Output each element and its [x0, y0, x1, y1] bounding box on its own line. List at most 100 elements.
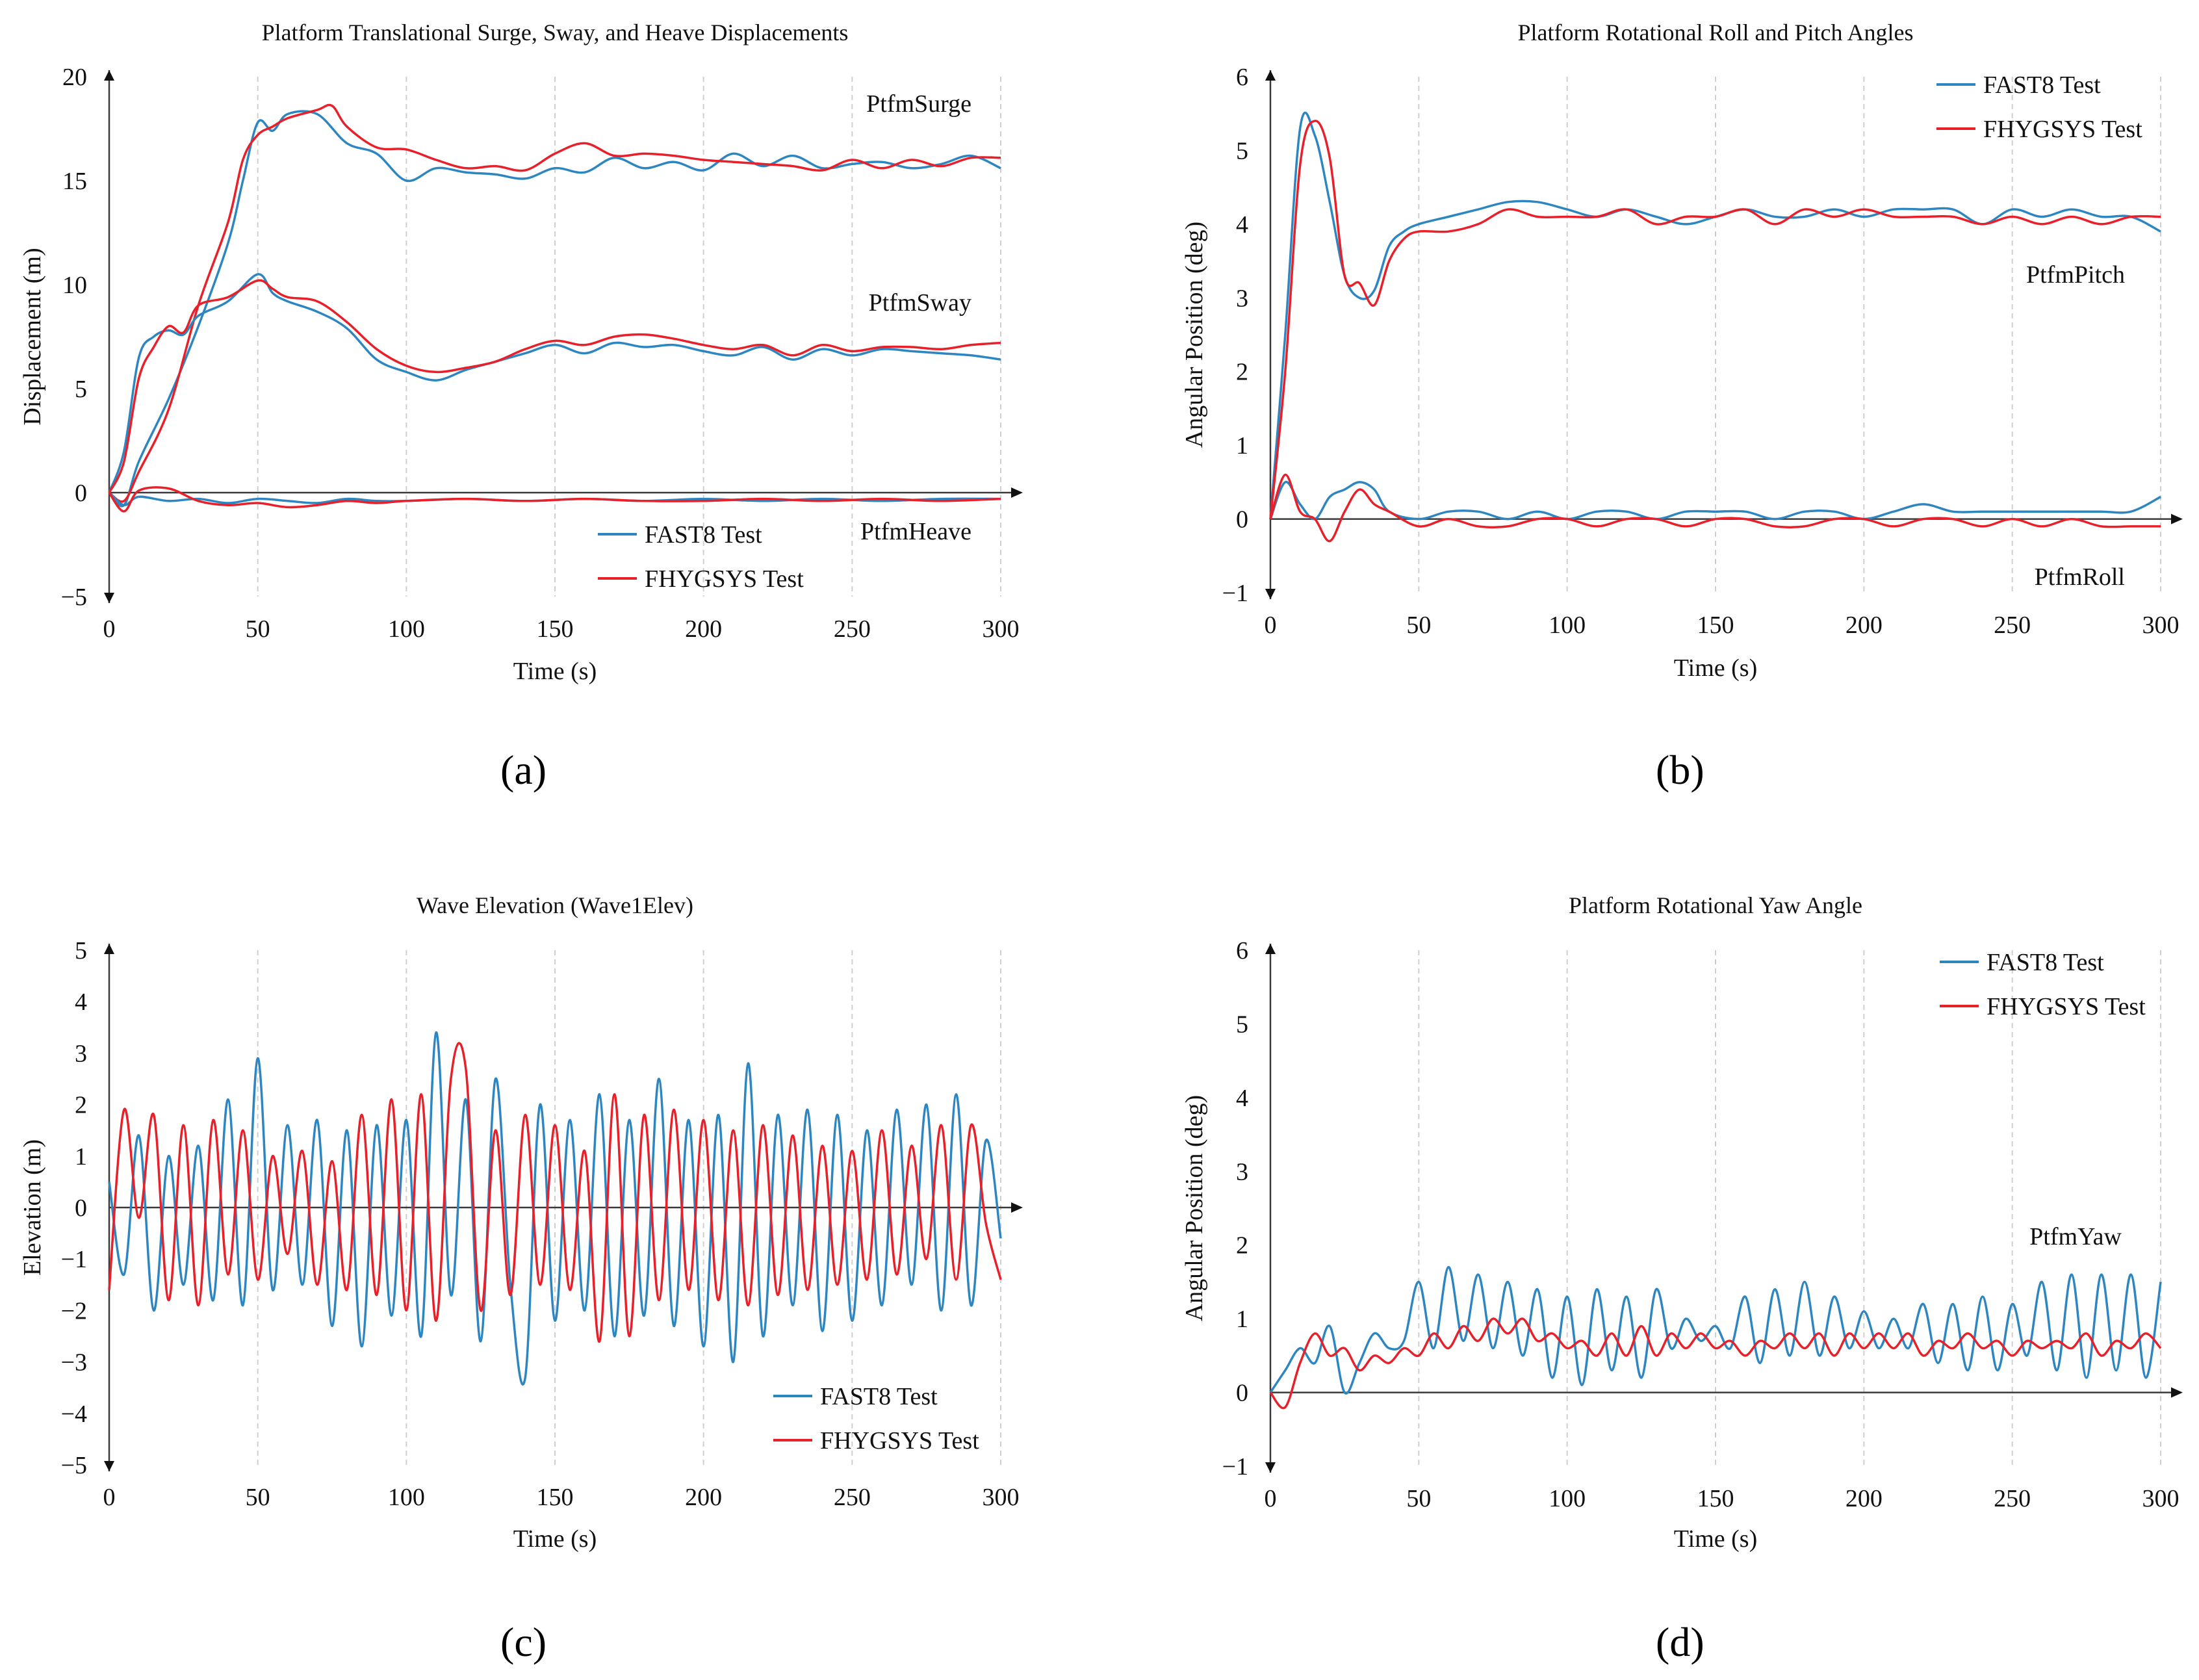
- panel-label-c: (c): [500, 1619, 547, 1665]
- y-tick-label: −1: [1222, 580, 1248, 607]
- panel-label-a: (a): [500, 747, 547, 793]
- y-axis-label: Displacement (m): [19, 248, 46, 425]
- y-tick-label: 2: [1236, 359, 1248, 386]
- x-tick-label: 0: [103, 615, 116, 643]
- y-axis-arrow-bottom: [104, 593, 114, 603]
- x-tick-label: 200: [1845, 612, 1883, 639]
- legend-label: FAST8 Test: [645, 521, 762, 549]
- x-tick-label: 250: [834, 1484, 871, 1511]
- y-tick-label: 4: [75, 989, 87, 1016]
- y-tick-label: 2: [1236, 1232, 1248, 1260]
- y-tick-label: −4: [61, 1401, 87, 1428]
- y-axis-label: Elevation (m): [19, 1139, 46, 1276]
- y-tick-label: 0: [75, 480, 87, 507]
- x-tick-label: 200: [685, 615, 722, 643]
- y-tick-label: 5: [1236, 1011, 1248, 1038]
- chart-title: Platform Rotational Yaw Angle: [1569, 892, 1862, 918]
- x-axis-label: Time (s): [513, 658, 597, 685]
- legend-label: FAST8 Test: [1987, 949, 2104, 976]
- y-tick-label: 1: [75, 1143, 87, 1170]
- annotation-label: PtfmPitch: [2026, 261, 2125, 289]
- legend-label: FHYGSYS Test: [820, 1427, 979, 1454]
- y-tick-label: 3: [1236, 1158, 1248, 1185]
- annotation-label: PtfmYaw: [2029, 1223, 2122, 1250]
- panel-label-b: (b): [1656, 747, 1704, 793]
- y-tick-label: 0: [1236, 1380, 1248, 1407]
- y-axis-arrow-bottom: [1265, 589, 1276, 599]
- y-tick-label: 20: [62, 64, 87, 91]
- y-tick-label: 1: [1236, 1306, 1248, 1333]
- x-tick-label: 300: [983, 1484, 1020, 1511]
- x-tick-label: 50: [1406, 612, 1431, 639]
- series-line-ptfmsurge-fhygsys: [108, 103, 1001, 503]
- y-tick-label: 0: [75, 1195, 87, 1222]
- y-tick-label: 10: [62, 272, 87, 299]
- y-axis-arrow-top: [1265, 70, 1276, 81]
- chart-title: Platform Rotational Roll and Pitch Angle…: [1518, 19, 1914, 45]
- x-tick-label: 250: [1994, 612, 2031, 639]
- y-tick-label: 2: [75, 1092, 87, 1119]
- x-tick-label: 100: [1549, 612, 1586, 639]
- chart-title: Platform Translational Surge, Sway, and …: [262, 19, 849, 45]
- annotation-label: PtfmRoll: [2035, 563, 2125, 591]
- x-tick-label: 150: [537, 1484, 574, 1511]
- y-tick-label: 5: [75, 937, 87, 964]
- y-axis-label: Angular Position (deg): [1181, 1095, 1208, 1321]
- y-tick-label: 0: [1236, 506, 1248, 534]
- x-tick-label: 300: [2142, 1485, 2180, 1512]
- x-tick-label: 200: [1845, 1485, 1883, 1512]
- x-axis-arrow: [2171, 1387, 2183, 1398]
- legend: FAST8 Test FHYGSYS Test: [773, 1383, 979, 1454]
- x-axis-label: Time (s): [513, 1525, 597, 1553]
- series-line-ptfmpitch-fhygsys: [1269, 120, 2161, 519]
- y-tick-label: 5: [1236, 137, 1248, 164]
- x-axis-arrow: [1011, 1202, 1023, 1213]
- x-axis-label: Time (s): [1674, 1525, 1757, 1553]
- legend-label: FHYGSYS Test: [1987, 993, 2146, 1020]
- y-tick-label: 4: [1236, 1085, 1248, 1112]
- y-tick-label: 15: [62, 168, 87, 195]
- y-tick-label: −5: [61, 584, 87, 611]
- y-axis-arrow-bottom: [1265, 1462, 1276, 1473]
- x-tick-label: 150: [1697, 612, 1734, 639]
- chart-title: Wave Elevation (Wave1Elev): [417, 892, 693, 918]
- y-axis-arrow-top: [104, 70, 114, 81]
- x-tick-label: 300: [2142, 612, 2180, 639]
- x-tick-label: 100: [388, 615, 425, 643]
- panel-label-d: (d): [1656, 1619, 1704, 1665]
- y-tick-label: 1: [1236, 432, 1248, 459]
- x-tick-label: 250: [834, 615, 871, 643]
- x-tick-label: 0: [103, 1484, 116, 1511]
- x-tick-label: 200: [685, 1484, 722, 1511]
- y-tick-label: −3: [61, 1349, 87, 1376]
- x-tick-label: 100: [1549, 1485, 1586, 1512]
- series-line-fhygsys: [108, 1042, 1002, 1343]
- legend-label: FAST8 Test: [1983, 71, 2101, 99]
- x-tick-label: 150: [537, 615, 574, 643]
- series-line-ptfmheave-fhygsys: [108, 486, 1001, 513]
- y-tick-label: −1: [1222, 1453, 1248, 1480]
- x-axis-arrow: [2171, 513, 2183, 524]
- series-line-fast8: [108, 1031, 1002, 1386]
- x-tick-label: 50: [246, 615, 270, 643]
- x-tick-label: 0: [1265, 1485, 1277, 1512]
- legend: FAST8 Test FHYGSYS Test: [1936, 71, 2142, 143]
- chart-panel-c: Wave Elevation (Wave1Elev)0 50 100 150 200 25…: [19, 892, 1023, 1553]
- y-tick-label: 3: [75, 1040, 87, 1067]
- y-tick-label: 4: [1236, 211, 1248, 239]
- y-axis-arrow-bottom: [104, 1461, 114, 1471]
- series-line-fast8: [1269, 1265, 2162, 1395]
- x-tick-label: 0: [1265, 612, 1277, 639]
- x-tick-label: 150: [1697, 1485, 1734, 1512]
- x-tick-label: 300: [983, 615, 1020, 643]
- legend-label: FAST8 Test: [820, 1383, 938, 1410]
- chart-panel-b: Platform Rotational Roll and Pitch Angle…: [1181, 19, 2183, 682]
- series-line-fhygsys: [1269, 1317, 2162, 1410]
- x-tick-label: 50: [1406, 1485, 1431, 1512]
- legend-label: FHYGSYS Test: [645, 565, 804, 593]
- x-axis-arrow: [1011, 487, 1023, 498]
- legend: FAST8 Test FHYGSYS Test: [598, 521, 804, 593]
- series-line-ptfmsway-fhygsys: [108, 279, 1001, 493]
